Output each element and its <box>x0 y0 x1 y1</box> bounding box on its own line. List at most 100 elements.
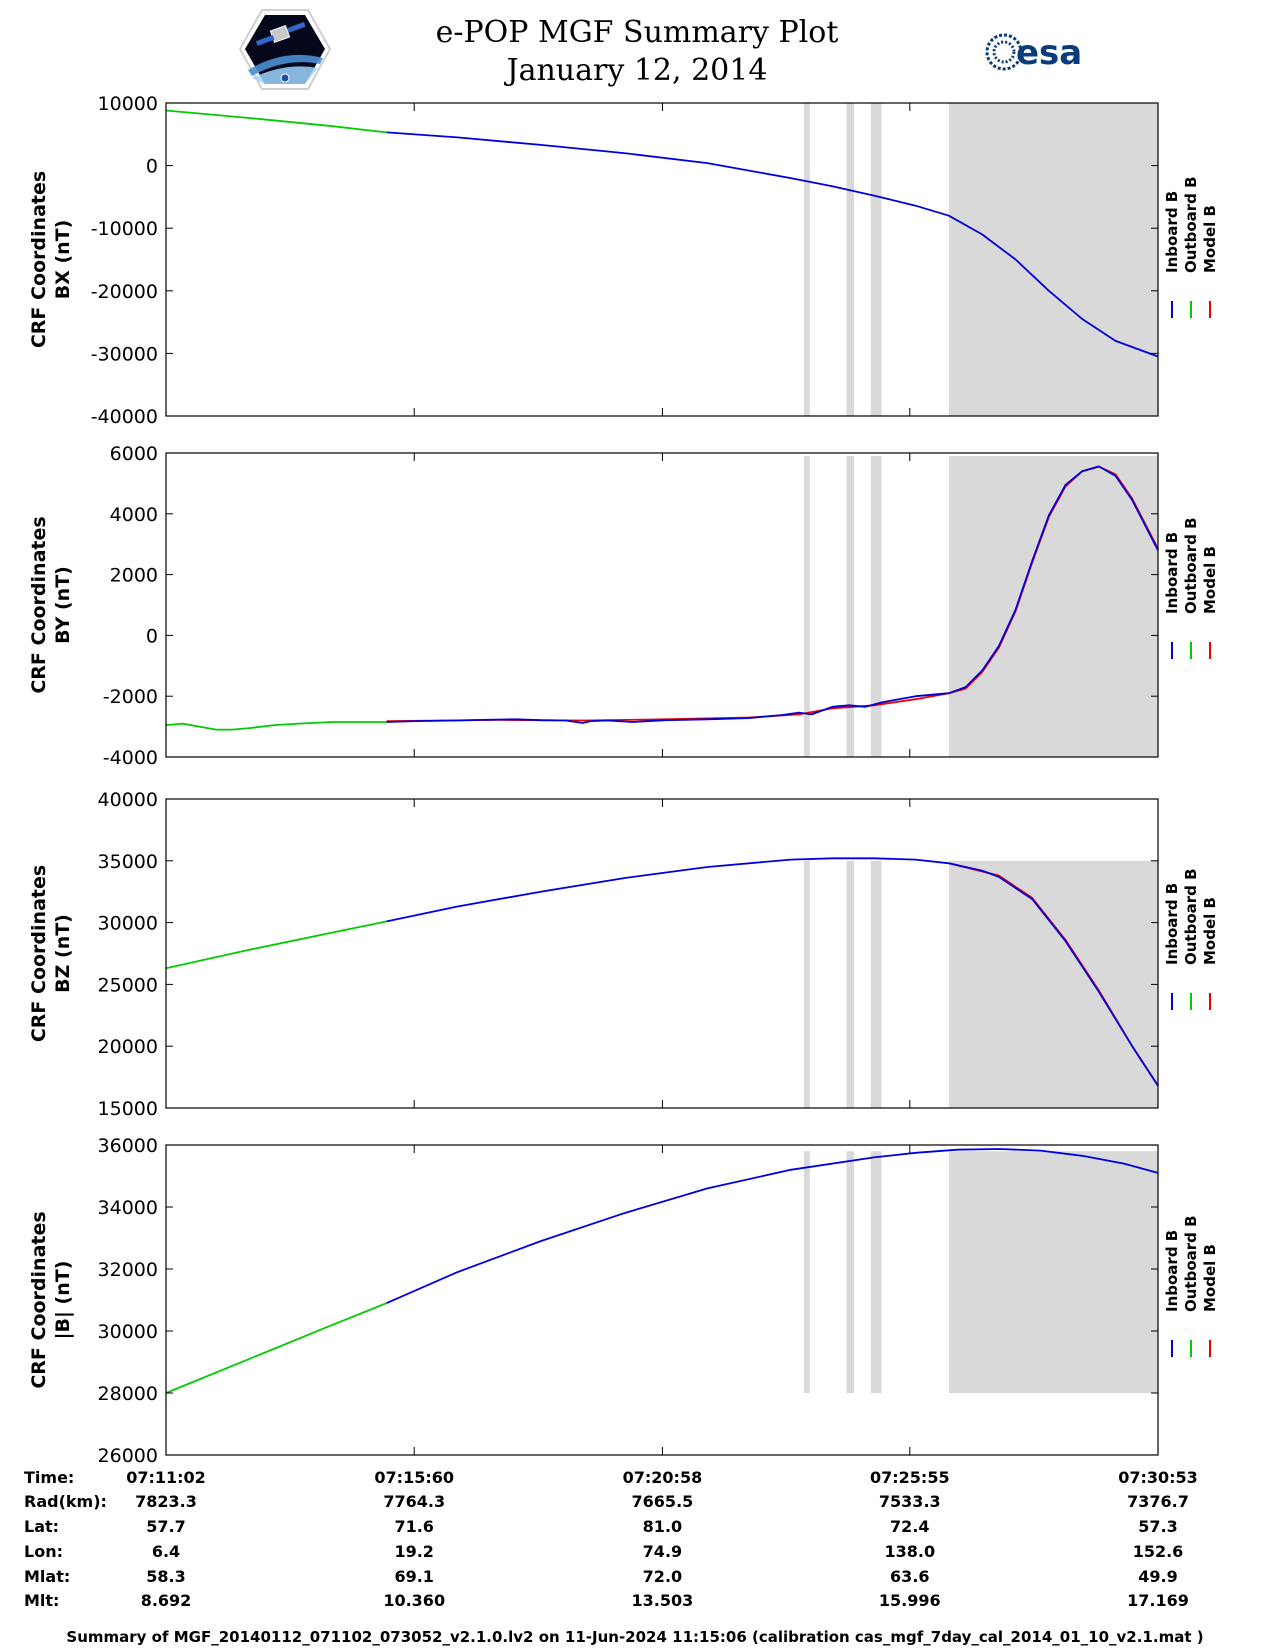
y-tick-label: 20000 <box>98 1036 158 1058</box>
series-line-outboard-b <box>165 1302 388 1394</box>
info-cell: 7823.3 <box>135 1492 197 1511</box>
y-tick-label: 25000 <box>98 974 158 996</box>
legend-label-model: Model B <box>1201 205 1219 273</box>
info-cell: 07:15:60 <box>374 1468 454 1487</box>
info-cell: 72.0 <box>643 1567 682 1586</box>
data-gap-shading-3 <box>870 103 882 416</box>
series-line-inboard-b <box>386 465 1159 724</box>
info-cell: 58.3 <box>146 1567 185 1586</box>
y-tick-label: 4000 <box>110 504 158 526</box>
info-cell: 07:11:02 <box>126 1468 206 1487</box>
series-line-outboard-b <box>165 721 387 731</box>
series-line-outboard-b <box>165 920 387 970</box>
plot-subtitle: January 12, 2014 <box>504 53 768 88</box>
info-cell: 6.4 <box>152 1542 180 1561</box>
legend-label-inboard: Inboard B <box>1163 1230 1181 1312</box>
y-tick-label: -4000 <box>103 747 158 769</box>
esa-logo: esa <box>985 33 1082 73</box>
y-tick-label: 28000 <box>98 1383 158 1405</box>
info-cell: 7533.3 <box>879 1492 941 1511</box>
y-tick-label: 30000 <box>98 913 158 935</box>
y-tick-label: 15000 <box>98 1098 158 1120</box>
data-gap-shading-1 <box>804 456 810 757</box>
cassiope-logo: CASSIOPE <box>238 9 332 90</box>
info-cell: 152.6 <box>1133 1542 1184 1561</box>
orbit-info-table: Time: Rad(km): Lat: Lon: Mlat: Mlt: 07:11:02 78… <box>24 1468 1198 1610</box>
legend-label-outboard: Outboard B <box>1182 176 1200 273</box>
chart-panel-1: 10000 0 -10000 -20000 -30000 -40000 CRF Coordi… <box>28 93 1219 428</box>
y-axis-label: BZ (nT) <box>52 914 74 993</box>
y-tick-label: 34000 <box>98 1197 158 1219</box>
info-row-label: Time: <box>24 1468 74 1487</box>
legend-label-inboard: Inboard B <box>1163 532 1181 614</box>
series-line-inboard-b <box>386 1148 1159 1304</box>
info-cell: 07:30:53 <box>1118 1468 1198 1487</box>
info-cell: 17.169 <box>1127 1591 1189 1610</box>
y-tick-label: 32000 <box>98 1259 158 1281</box>
data-gap-shading-1 <box>804 860 810 1108</box>
legend-label-outboard: Outboard B <box>1182 868 1200 965</box>
info-row-label: Lon: <box>24 1542 63 1561</box>
info-cell: 49.9 <box>1138 1567 1177 1586</box>
info-cell: 8.692 <box>141 1591 192 1610</box>
info-row-label: Mlt: <box>24 1591 59 1610</box>
data-gap-shading-4 <box>948 456 1158 757</box>
y-tick-label: 36000 <box>98 1135 158 1157</box>
y-tick-label: -30000 <box>91 343 158 365</box>
info-cell: 7764.3 <box>383 1492 445 1511</box>
legend-label-model: Model B <box>1201 897 1219 965</box>
y-axis-label: CRF Coordinates <box>28 516 50 693</box>
y-tick-label: 6000 <box>110 443 158 465</box>
y-tick-label: 2000 <box>110 565 158 587</box>
y-tick-label: -10000 <box>91 218 158 240</box>
cassiope-logo-text: CASSIOPE <box>273 84 298 90</box>
data-gap-shading-3 <box>870 860 882 1108</box>
info-cell: 69.1 <box>394 1567 433 1586</box>
data-gap-shading-3 <box>870 456 882 757</box>
series-line-inboard-b <box>386 131 1159 358</box>
chart-panel-3: 40000 35000 30000 25000 20000 15000 CRF Coordi… <box>28 789 1219 1120</box>
legend-label-outboard: Outboard B <box>1182 517 1200 614</box>
y-tick-label: 0 <box>146 625 158 647</box>
y-tick-label: 40000 <box>98 789 158 811</box>
y-tick-label: 30000 <box>98 1321 158 1343</box>
data-gap-shading-1 <box>804 1151 810 1393</box>
data-gap-shading-2 <box>846 1151 854 1393</box>
legend-label-model: Model B <box>1201 546 1219 614</box>
info-cell: 10.360 <box>383 1591 445 1610</box>
data-gap-shading-3 <box>870 1151 882 1393</box>
plot-title: e-POP MGF Summary Plot <box>436 15 839 50</box>
esa-logo-text: esa <box>1016 33 1082 73</box>
data-gap-shading-4 <box>948 860 1158 1108</box>
info-cell: 7376.7 <box>1127 1492 1189 1511</box>
legend-label-inboard: Inboard B <box>1163 191 1181 273</box>
data-gap-shading-1 <box>804 103 810 416</box>
y-axis-label: CRF Coordinates <box>28 1211 50 1388</box>
data-gap-shading-2 <box>846 456 854 757</box>
info-row-label: Rad(km): <box>24 1492 107 1511</box>
data-gap-shading-2 <box>846 860 854 1108</box>
y-axis-label: CRF Coordinates <box>28 865 50 1042</box>
chart-panel-4: 36000 34000 32000 30000 28000 26000 CRF Coordi… <box>28 1135 1219 1467</box>
info-cell: 71.6 <box>394 1517 433 1536</box>
info-cell: 07:25:55 <box>870 1468 950 1487</box>
legend-label-model: Model B <box>1201 1244 1219 1312</box>
footer-caption: Summary of MGF_20140112_071102_073052_v2… <box>66 1628 1203 1646</box>
series-line-outboard-b <box>165 109 387 134</box>
info-cell: 138.0 <box>884 1542 935 1561</box>
y-tick-label: 10000 <box>98 93 158 115</box>
info-row-label: Lat: <box>24 1517 59 1536</box>
legend-label-outboard: Outboard B <box>1182 1215 1200 1312</box>
y-axis-label: BY (nT) <box>52 566 74 644</box>
y-axis-label: |B| (nT) <box>52 1261 74 1340</box>
y-tick-label: 26000 <box>98 1445 158 1467</box>
data-gap-shading-2 <box>846 103 854 416</box>
data-gap-shading-4 <box>948 1151 1158 1393</box>
info-cell: 63.6 <box>890 1567 929 1586</box>
info-cell: 07:20:58 <box>623 1468 703 1487</box>
data-gap-shading-4 <box>948 103 1158 416</box>
y-axis-label: BX (nT) <box>52 220 74 300</box>
y-tick-label: 35000 <box>98 851 158 873</box>
